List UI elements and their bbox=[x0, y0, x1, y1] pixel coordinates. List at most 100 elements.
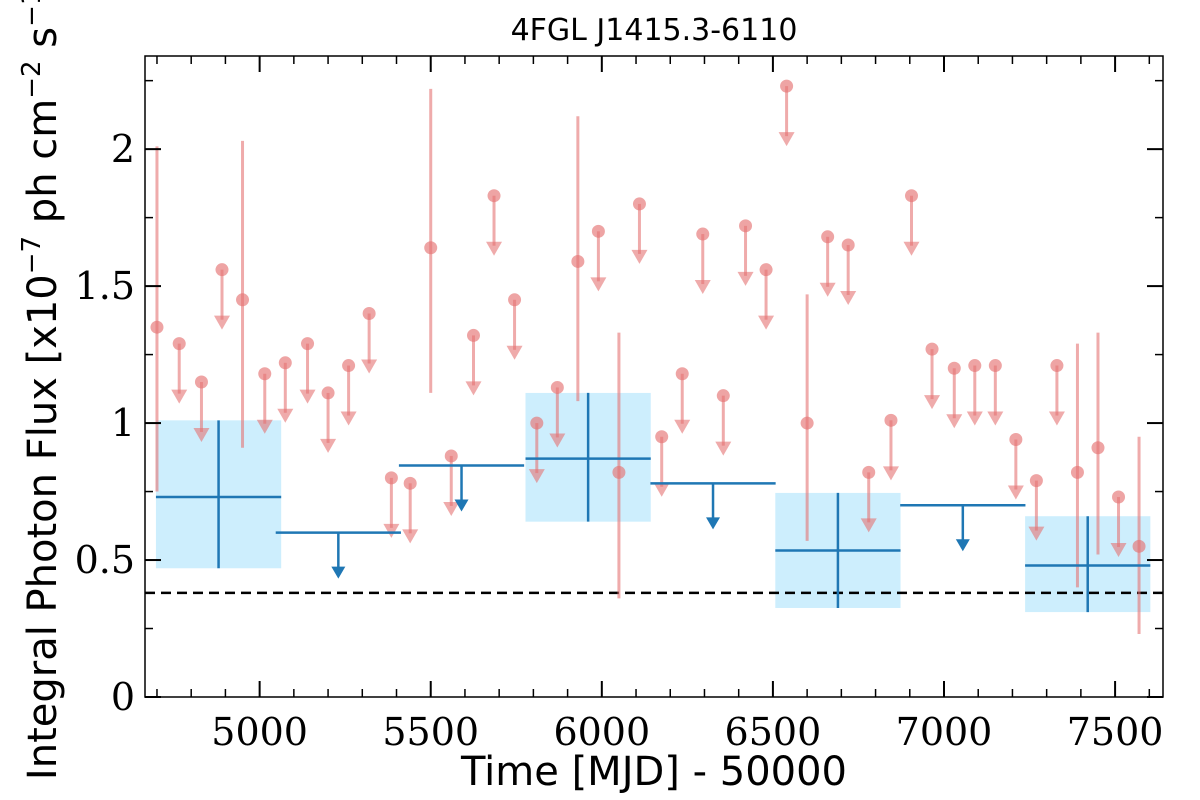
y-axis-label-exp1: −7 bbox=[17, 236, 47, 274]
fine-upper-limit-point bbox=[947, 361, 961, 375]
fine-detection-point bbox=[236, 293, 250, 307]
y-axis-label-exp2: −2 bbox=[17, 60, 47, 98]
fine-upper-limit-arrow bbox=[299, 389, 316, 404]
fine-upper-limit-point bbox=[384, 471, 398, 485]
fine-upper-limit-arrow bbox=[193, 427, 210, 442]
fine-upper-limit-point bbox=[675, 367, 689, 381]
fine-upper-limit-arrow bbox=[966, 411, 983, 426]
x-tick-label: 7500 bbox=[1067, 710, 1164, 754]
y-axis-label-mid2: s bbox=[20, 27, 66, 61]
coarse-upper-limit-arrow bbox=[454, 499, 469, 512]
fine-upper-limit-arrow bbox=[653, 482, 670, 497]
fine-upper-limit-arrow bbox=[1048, 411, 1065, 426]
fine-upper-limit-arrow bbox=[528, 469, 545, 484]
x-tick-label: 5500 bbox=[382, 710, 479, 754]
fine-detection-point bbox=[424, 241, 438, 255]
fine-upper-limit-arrow bbox=[340, 411, 357, 426]
coarse-upper-limit-arrow bbox=[955, 539, 970, 552]
fine-upper-limit-arrow bbox=[758, 315, 775, 330]
fine-upper-limit-point bbox=[550, 380, 564, 394]
y-axis-label-mid: ph cm bbox=[20, 99, 66, 236]
fine-upper-limit-point bbox=[716, 389, 730, 403]
fine-upper-limit-point bbox=[362, 306, 376, 320]
fine-upper-limit-point bbox=[530, 416, 544, 430]
fine-upper-limit-point bbox=[862, 465, 876, 479]
y-axis-label-prefix: Integral Photon Flux [x10 bbox=[20, 274, 66, 780]
x-tick-label: 6500 bbox=[725, 710, 822, 754]
fine-upper-limit-arrow bbox=[506, 345, 523, 360]
fine-upper-limit-arrow bbox=[383, 523, 400, 538]
fine-upper-limit-arrow bbox=[924, 395, 941, 410]
fine-upper-limit-arrow bbox=[361, 359, 378, 374]
fine-upper-limit-arrow bbox=[674, 419, 691, 434]
coarse-bin-series bbox=[155, 392, 1151, 613]
plot-frame bbox=[144, 55, 1164, 698]
fine-upper-limit-arrow bbox=[882, 466, 899, 481]
fine-upper-limit-point bbox=[1050, 359, 1064, 373]
fine-upper-limit-arrow bbox=[1028, 526, 1045, 541]
fine-detection-point bbox=[1091, 441, 1105, 455]
detection-error-boxes bbox=[155, 392, 1151, 613]
fine-upper-limit-point bbox=[1029, 474, 1043, 488]
fine-upper-limit-point bbox=[904, 189, 918, 203]
fine-upper-limit-point bbox=[1009, 433, 1023, 447]
fine-upper-limit-arrow bbox=[277, 408, 294, 423]
fine-upper-limit-arrow bbox=[946, 414, 963, 429]
fine-upper-limit-point bbox=[403, 476, 417, 490]
fine-upper-limit-arrow bbox=[987, 411, 1004, 426]
fine-upper-limit-point bbox=[278, 356, 292, 370]
fine-upper-limit-point bbox=[1112, 490, 1126, 504]
x-tick-label: 5000 bbox=[211, 710, 308, 754]
fine-upper-limit-arrow bbox=[171, 389, 188, 404]
fine-upper-limit-arrow bbox=[819, 282, 836, 297]
axis-ticks bbox=[145, 56, 1163, 698]
y-tick-label: 0 bbox=[111, 675, 135, 719]
fine-upper-limit-point bbox=[759, 263, 773, 277]
fine-detection-point bbox=[1132, 539, 1146, 553]
fine-upper-limit-arrow bbox=[590, 277, 607, 292]
fine-upper-limit-point bbox=[321, 386, 335, 400]
fine-detection-point bbox=[612, 465, 626, 479]
fine-upper-limit-point bbox=[696, 227, 710, 241]
y-tick-label: 2 bbox=[111, 127, 135, 171]
fine-upper-limit-point bbox=[968, 359, 982, 373]
fine-upper-limit-point bbox=[655, 430, 669, 444]
fine-upper-limit-point bbox=[884, 413, 898, 427]
fine-upper-limit-arrow bbox=[256, 419, 273, 434]
coarse-upper-limit-arrow bbox=[331, 566, 346, 579]
fine-upper-limit-arrow bbox=[694, 280, 711, 295]
fine-upper-limit-arrow bbox=[320, 438, 337, 453]
fine-upper-limit-arrow bbox=[840, 291, 857, 306]
fine-upper-limit-arrow bbox=[631, 249, 648, 264]
fine-upper-limit-arrow bbox=[465, 381, 482, 396]
fine-detection-point bbox=[800, 416, 814, 430]
fine-upper-limit-arrow bbox=[486, 241, 503, 256]
fine-upper-limit-arrow bbox=[1007, 485, 1024, 500]
fine-upper-limit-arrow bbox=[549, 433, 566, 448]
fine-upper-limit-point bbox=[342, 359, 356, 373]
fine-upper-limit-point bbox=[632, 197, 646, 211]
y-tick-label: 0.5 bbox=[75, 538, 135, 582]
fine-upper-limit-arrow bbox=[1110, 543, 1127, 558]
fine-upper-limit-point bbox=[487, 189, 501, 203]
x-axis-label: Time [MJD] - 50000 bbox=[460, 749, 847, 795]
fine-upper-limit-point bbox=[508, 293, 522, 307]
fine-upper-limit-point bbox=[841, 238, 855, 252]
fine-upper-limit-arrow bbox=[213, 315, 230, 330]
y-axis-label: Integral Photon Flux [x10−7 ph cm−2 s−1] bbox=[17, 0, 66, 780]
fine-detection-point bbox=[571, 254, 585, 268]
fine-upper-limit-point bbox=[215, 263, 229, 277]
fine-upper-limit-arrow bbox=[443, 501, 460, 516]
fine-upper-limit-point bbox=[988, 359, 1002, 373]
fine-bin-series bbox=[150, 79, 1146, 634]
fine-upper-limit-arrow bbox=[860, 518, 877, 533]
fine-upper-limit-arrow bbox=[737, 271, 754, 286]
coarse-upper-limit-arrow bbox=[706, 517, 721, 530]
fine-upper-limit-arrow bbox=[715, 441, 732, 456]
fine-upper-limit-point bbox=[780, 79, 794, 93]
fine-upper-limit-point bbox=[466, 328, 480, 342]
y-tick-label: 1.5 bbox=[75, 264, 135, 308]
fine-upper-limit-point bbox=[301, 337, 315, 351]
fine-upper-limit-arrow bbox=[402, 529, 419, 544]
